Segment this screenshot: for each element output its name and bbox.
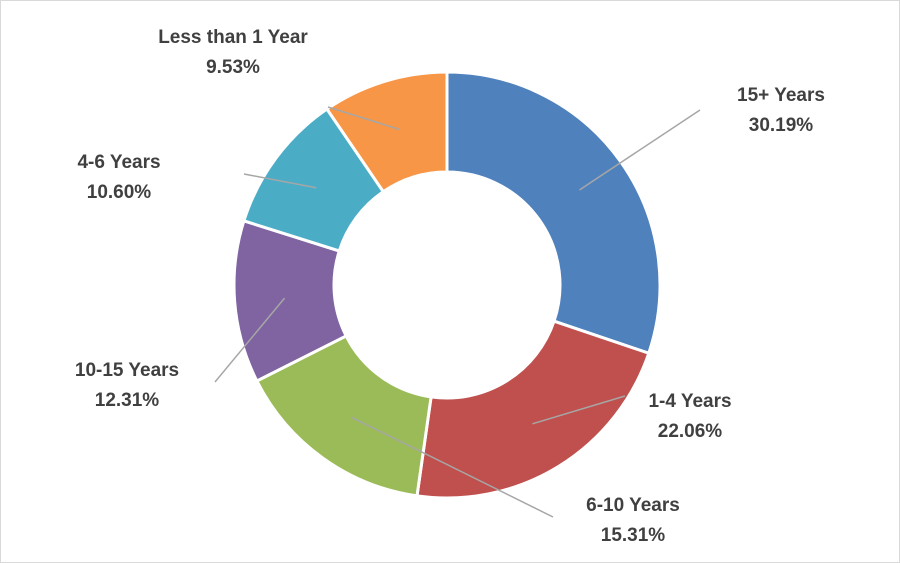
slice-category-label: Less than 1 Year (158, 27, 308, 48)
leader-line (214, 297, 286, 383)
leader-line (243, 173, 317, 189)
slice-percent-label: 30.19% (749, 115, 814, 136)
slice-category-label: 6-10 Years (586, 495, 680, 516)
donut-slice-less-than-1-year (324, 70, 449, 194)
slice-percent-label: 12.31% (95, 390, 160, 411)
slice-percent-label: 10.60% (87, 182, 152, 203)
slice-category-label: 1-4 Years (648, 391, 731, 412)
leader-line (327, 106, 400, 130)
slice-percent-label: 9.53% (206, 57, 260, 78)
slice-labels: 15+ Years 30.19% 1-4 Years 22.06% 6-10 Years… (75, 27, 825, 546)
leader-lines (214, 106, 701, 518)
leader-line (579, 109, 701, 191)
donut-slice-1-4-years (415, 319, 651, 500)
slice-category-label: 15+ Years (737, 85, 825, 106)
donut-slice-15-years (445, 70, 662, 356)
slice-category-label: 10-15 Years (75, 360, 179, 381)
donut-slices (232, 70, 662, 500)
leader-line (532, 395, 626, 425)
slice-category-label: 4-6 Years (77, 152, 160, 173)
slice-percent-label: 15.31% (601, 525, 666, 546)
leader-line (351, 416, 554, 518)
slice-percent-label: 22.06% (658, 421, 723, 442)
